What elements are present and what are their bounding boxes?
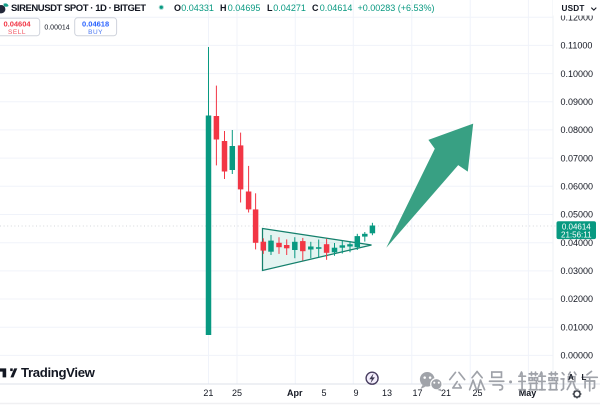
- svg-text:Apr: Apr: [287, 388, 303, 398]
- svg-text:BUY: BUY: [88, 29, 103, 36]
- svg-text:0.07000: 0.07000: [561, 153, 594, 163]
- svg-text:0.04695: 0.04695: [228, 3, 261, 13]
- svg-text:H: H: [220, 3, 227, 13]
- svg-text:0.04331: 0.04331: [181, 3, 214, 13]
- svg-text:0.04618: 0.04618: [82, 20, 109, 29]
- svg-text:O: O: [174, 3, 181, 13]
- svg-text:0.02000: 0.02000: [561, 294, 594, 304]
- svg-text:0.06000: 0.06000: [561, 182, 594, 192]
- svg-text:0.01000: 0.01000: [561, 322, 594, 332]
- svg-text:SIRENUSDT SPOT · 1D · BITGET: SIRENUSDT SPOT · 1D · BITGET: [11, 3, 146, 14]
- svg-text:9: 9: [353, 388, 358, 398]
- svg-text:0.10000: 0.10000: [561, 69, 594, 79]
- svg-text:25: 25: [232, 388, 242, 398]
- svg-text:USDT: USDT: [562, 4, 585, 13]
- svg-text:0.00014: 0.00014: [44, 24, 69, 31]
- svg-text:13: 13: [382, 388, 392, 398]
- svg-text:0.04271: 0.04271: [273, 3, 306, 13]
- svg-text:TradingView: TradingView: [21, 365, 96, 380]
- svg-text:5: 5: [321, 388, 326, 398]
- svg-text:0.08000: 0.08000: [561, 125, 594, 135]
- svg-text:L: L: [267, 3, 273, 13]
- svg-text:17: 17: [412, 388, 422, 398]
- svg-text:21: 21: [441, 388, 451, 398]
- svg-text:+0.00283 (+6.53%): +0.00283 (+6.53%): [358, 3, 435, 13]
- svg-text:0.04614: 0.04614: [562, 223, 591, 232]
- svg-text:SELL: SELL: [8, 29, 26, 36]
- svg-text:0.00000: 0.00000: [561, 351, 594, 361]
- svg-text:0.05000: 0.05000: [561, 210, 594, 220]
- svg-text:21:56:11: 21:56:11: [561, 230, 592, 239]
- svg-text:L: L: [582, 373, 587, 382]
- svg-text:0.12000: 0.12000: [561, 12, 594, 22]
- svg-text:0.03000: 0.03000: [561, 266, 594, 276]
- svg-text:May: May: [519, 388, 537, 398]
- svg-text:A: A: [568, 373, 574, 382]
- svg-text:0.11000: 0.11000: [561, 41, 593, 51]
- svg-text:C: C: [312, 3, 319, 13]
- svg-text:21: 21: [203, 388, 213, 398]
- svg-text:0.04614: 0.04614: [320, 3, 353, 13]
- svg-text:0.04604: 0.04604: [3, 20, 31, 29]
- svg-text:0.04000: 0.04000: [561, 238, 594, 248]
- svg-text:0.09000: 0.09000: [561, 97, 594, 107]
- svg-text:25: 25: [472, 388, 482, 398]
